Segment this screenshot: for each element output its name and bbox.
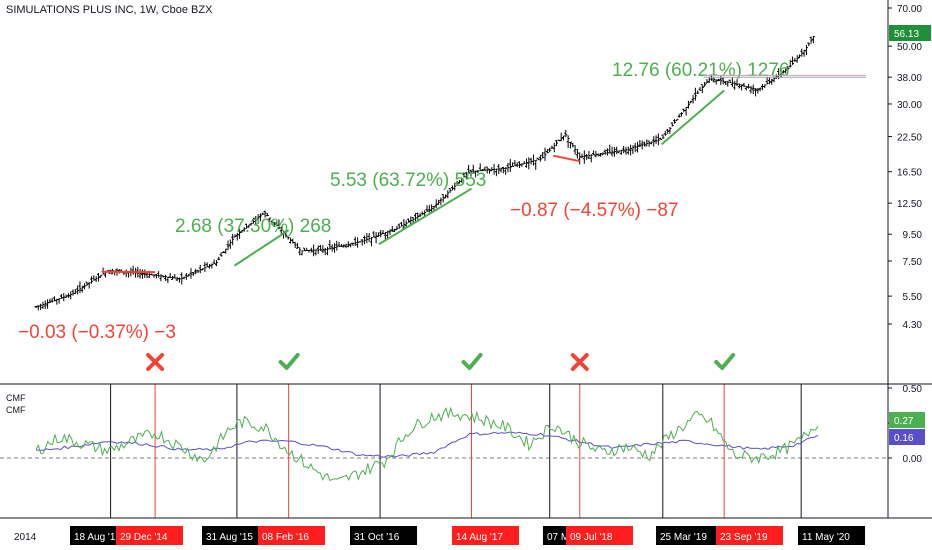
cmf-label-1: CMF [6,393,26,403]
cross-icon-stroke-0 [146,353,165,371]
date-label-box-2 [202,526,269,545]
trade-annotation-3: −0.87 (−4.57%) −87 [510,200,679,221]
cross-icon-0 [146,353,165,371]
price-tick-label-1: 50.00 [897,42,922,53]
chart-title: SIMULATIONS PLUS INC, 1W, Cboe BZX [6,4,213,16]
price-tick-label-6: 12.50 [897,199,922,210]
check-icon-1 [278,353,300,370]
cmf-label-2: CMF [6,405,26,415]
price-tick-label-4: 22.50 [897,133,922,144]
trade-annotation-1: 2.68 (37.30%) 268 [175,216,331,237]
cmf-tick-label-2: 0.00 [903,454,923,465]
date-label-box-9 [716,526,783,545]
price-tick-label-7: 9.50 [903,230,923,241]
trade-segment-2 [378,187,473,246]
date-label-box-7 [566,526,633,545]
date-label-box-8 [656,526,723,545]
price-tick-label-10: 4.30 [903,320,923,331]
date-label-6: 07 M [547,532,569,543]
cmf-badge-1 [889,429,925,445]
price-tick-label-2: 38.00 [897,73,922,84]
price-tick-label-8: 7.50 [903,257,923,268]
date-label-box-4 [350,526,417,545]
date-label-2: 31 Aug '15 [206,532,253,543]
date-label-1: 29 Dec '14 [120,532,168,543]
cmf-badge-0 [889,412,925,428]
price-tick-label-3: 30.00 [897,100,922,111]
date-label-box-10 [798,526,865,545]
price-tick-label-5: 16.50 [897,168,922,179]
date-label-0: 18 Aug '1 [74,532,116,543]
date-label-9: 23 Sep '19 [720,532,768,543]
cross-icon-3 [570,353,589,371]
cmf-tick-label-0: 0.50 [903,384,923,395]
trade-segment-4 [660,89,725,146]
date-label-box-0 [70,526,132,545]
date-label-box-1 [116,526,183,545]
date-label-7: 09 Jul '18 [570,532,613,543]
cross-icon-stroke-3 [570,353,589,371]
date-label-box-3 [258,526,325,545]
x-tick-label-0: 2014 [14,532,37,543]
cmf-badge-value-1: 0.16 [894,433,914,444]
check-icon-stroke-1 [278,353,300,370]
date-label-3: 08 Feb '16 [262,532,309,543]
last-price-badge [889,25,931,42]
last-price-value: 56.13 [894,29,919,40]
price-tick-label-0: 70.00 [897,4,922,15]
check-icon-stroke-4 [714,353,736,370]
check-icon-stroke-2 [461,353,483,370]
trade-annotation-4: 12.76 (60.21%) 1276 [612,60,789,81]
cmf-line-fast [35,406,819,482]
date-label-8: 25 Mar '19 [660,532,707,543]
trade-segment-3 [553,154,580,163]
cmf-badge-value-0: 0.27 [894,416,914,427]
price-tick-label-9: 5.50 [903,292,923,303]
trade-annotation-0: −0.03 (−0.37%) −3 [18,322,176,343]
cmf-line-slow [35,431,819,458]
check-icon-4 [714,353,736,370]
date-label-box-5 [452,526,519,545]
check-icon-2 [461,353,483,370]
trade-annotation-2: 5.53 (63.72%) 553 [330,170,486,191]
date-label-4: 31 Oct '16 [354,532,400,543]
trade-segment-1 [233,229,290,267]
date-label-10: 11 May '20 [802,532,850,543]
date-label-5: 14 Aug '17 [456,532,503,543]
